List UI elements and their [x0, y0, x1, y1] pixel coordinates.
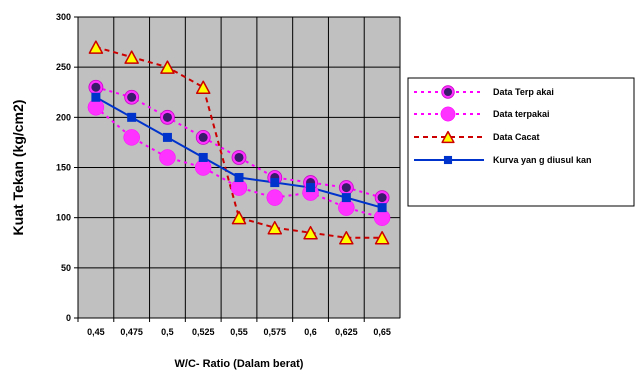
data-point-series-4 [162, 132, 172, 142]
y-tick-label: 200 [56, 112, 71, 122]
x-tick-label: 0,5 [161, 327, 174, 337]
legend-label: Data Terp akai [493, 87, 554, 97]
data-point-series-3 [303, 225, 318, 240]
series-line-3 [95, 46, 383, 239]
x-tick-label: 0,625 [335, 327, 358, 337]
y-tick-label: 0 [66, 313, 71, 323]
x-tick-label: 0,45 [87, 327, 105, 337]
y-axis-title: Kuat Tekan (kg/cm2) [10, 100, 26, 236]
data-point-series-1 [124, 89, 140, 105]
data-point-series-2 [266, 189, 284, 206]
y-tick-label: 300 [56, 12, 71, 22]
data-point-series-1 [338, 180, 354, 195]
legend-label: Data terpakai [493, 109, 550, 119]
legend-label: Data Cacat [493, 132, 540, 142]
data-point-series-3 [88, 40, 104, 54]
data-point-series-3 [267, 220, 283, 235]
y-tick-label: 250 [56, 62, 71, 72]
data-point-series-3 [374, 230, 390, 245]
data-point-series-2 [123, 129, 140, 146]
x-tick-label: 0,525 [192, 327, 215, 337]
data-point-series-3 [231, 210, 247, 225]
data-point-series-4 [377, 203, 387, 213]
plot-area [77, 16, 401, 319]
data-point-series-4 [270, 178, 280, 188]
data-point-series-2 [159, 149, 176, 166]
data-point-series-1 [374, 190, 390, 206]
y-tick-label: 100 [56, 213, 71, 223]
data-point-series-3 [195, 80, 211, 94]
data-point-series-4 [127, 112, 137, 122]
legend-marker [440, 106, 456, 122]
x-tick-label: 0,475 [120, 327, 143, 337]
x-tick-label: 0,65 [373, 327, 391, 337]
y-tick-label: 150 [56, 163, 71, 173]
data-point-series-1 [231, 150, 247, 165]
data-point-series-4 [198, 152, 208, 162]
series-line-1 [95, 86, 383, 199]
data-point-series-1 [88, 79, 104, 95]
legend-marker [441, 130, 455, 144]
legend-marker [443, 155, 453, 165]
x-tick-label: 0,55 [230, 327, 248, 337]
x-tick-label: 0,575 [264, 327, 287, 337]
x-tick-label: 0,6 [304, 327, 317, 337]
data-point-series-3 [339, 230, 354, 245]
y-tick-label: 50 [61, 263, 71, 273]
data-point-series-4 [341, 193, 351, 203]
data-point-series-3 [124, 50, 139, 64]
data-point-series-1 [160, 109, 175, 125]
data-point-series-1 [195, 129, 211, 145]
legend: Data Terp akai Data terpakai Data Cacat Kur… [407, 77, 635, 207]
data-point-series-3 [160, 60, 175, 74]
data-point-series-4 [306, 183, 316, 193]
axes: 0 50 100 150 200 250 300 0,45 0,475 0,5 0,525 0,55 0… [56, 12, 400, 337]
legend-marker [441, 85, 455, 99]
legend-label: Kurva yan g diusul kan [493, 155, 592, 165]
x-axis-title: W/C- Ratio (Dalam berat) [175, 358, 304, 370]
data-point-series-4 [91, 92, 101, 102]
series-layer [87, 40, 391, 245]
data-point-series-4 [234, 173, 244, 183]
